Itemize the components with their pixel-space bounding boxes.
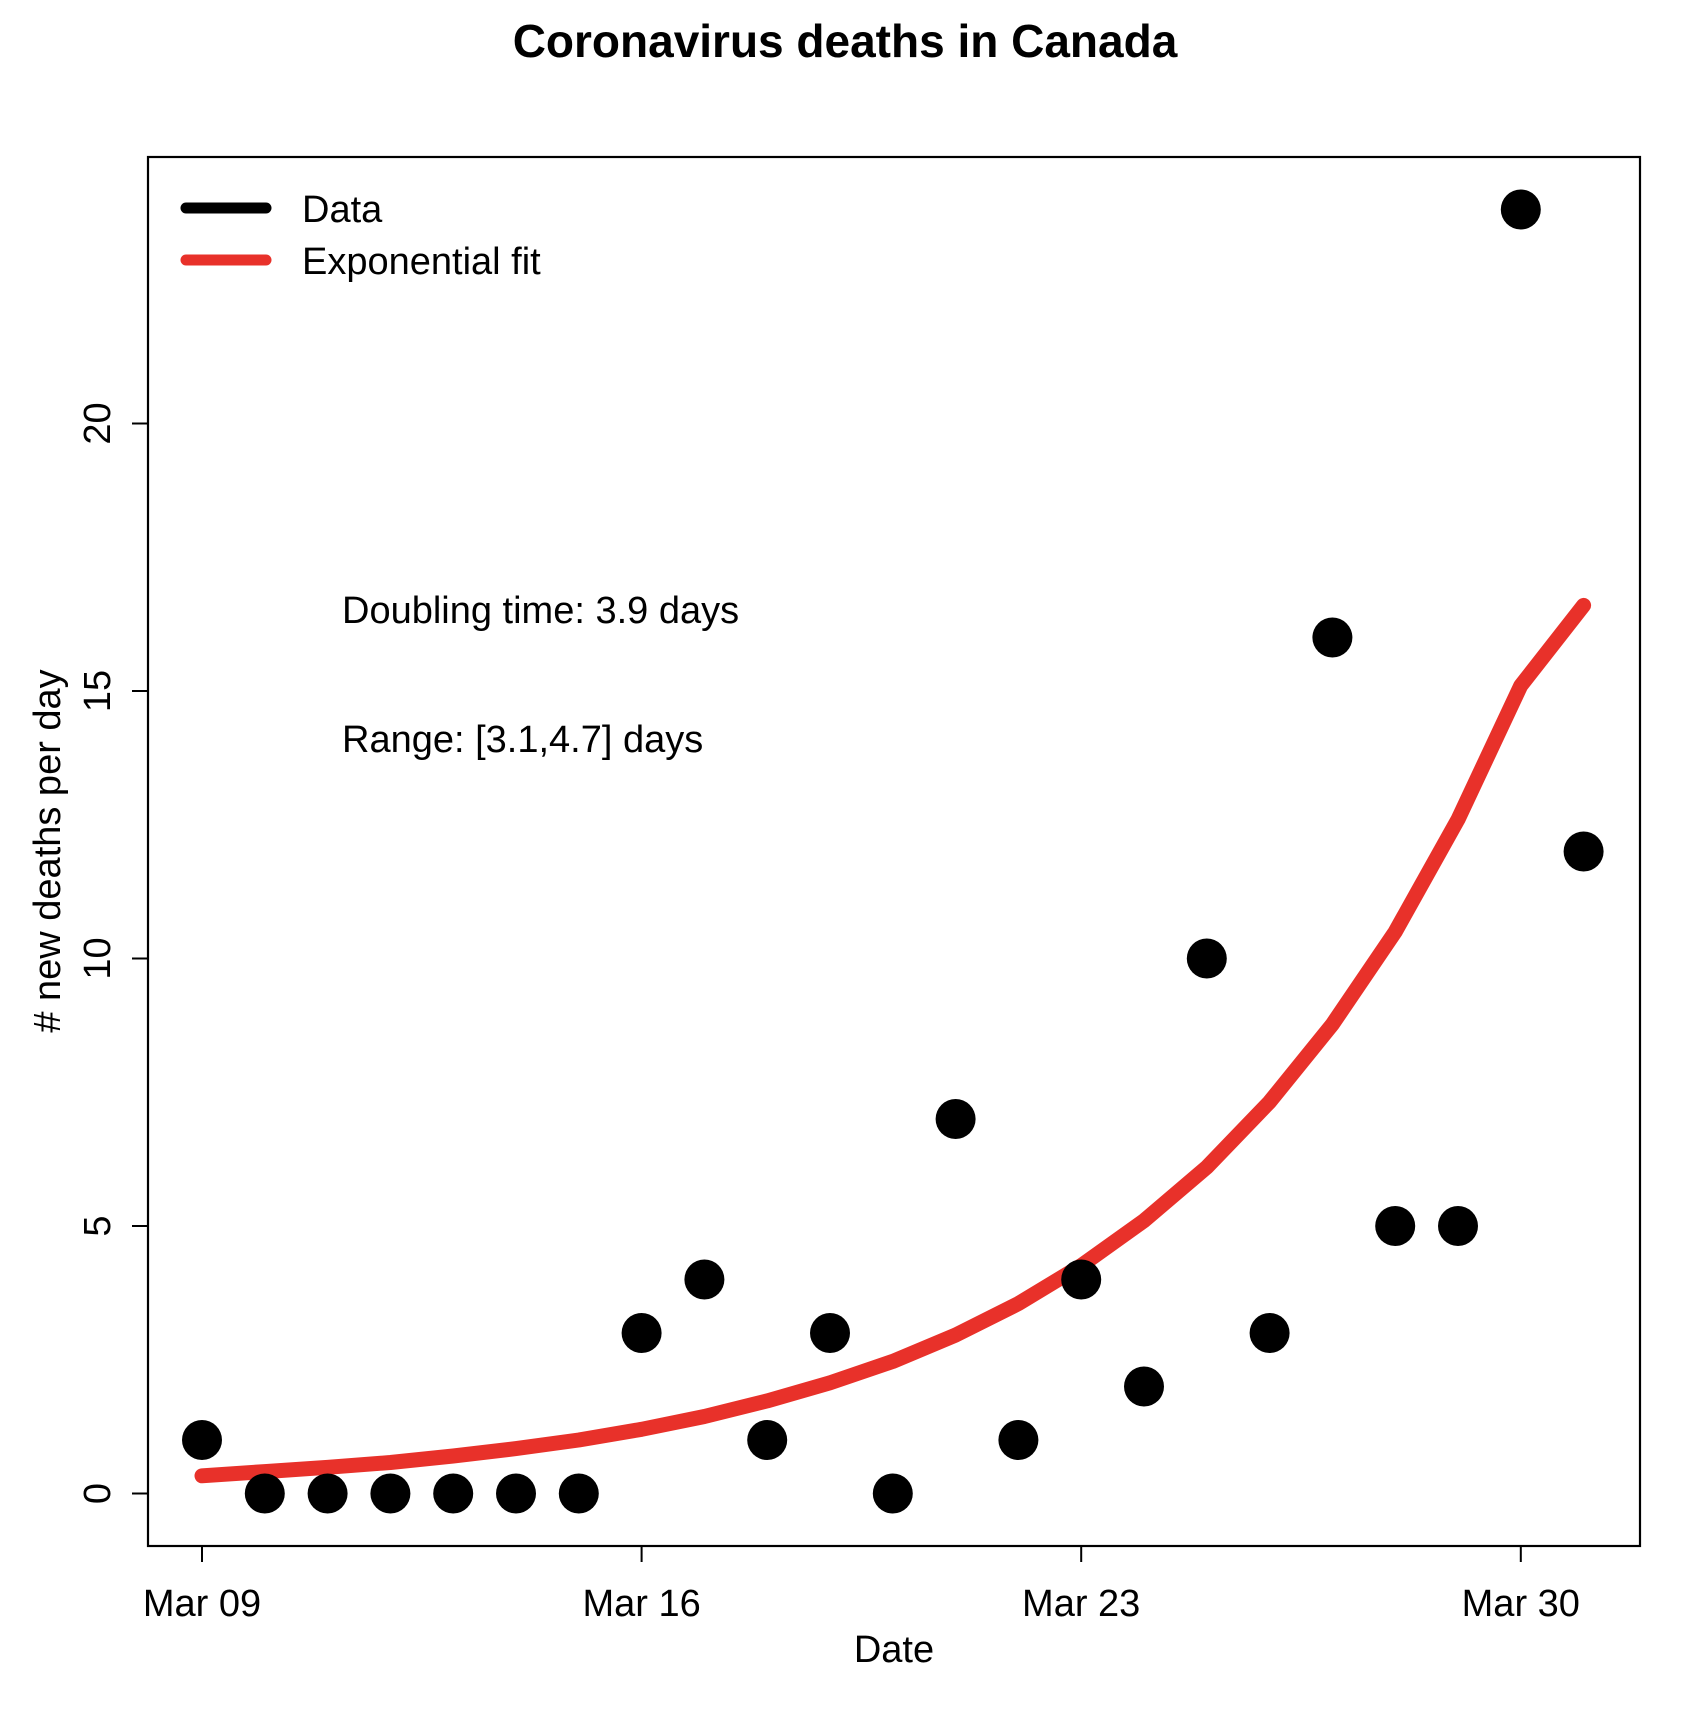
data-point <box>621 1313 662 1353</box>
legend-label-data: Data <box>302 189 383 231</box>
x-tick-label: Mar 30 <box>1462 1583 1580 1625</box>
x-axis-label: Date <box>854 1629 934 1671</box>
data-point <box>1124 1366 1164 1407</box>
data-series <box>182 189 1604 1514</box>
y-axis: 0 5 10 15 20 <box>77 402 148 1504</box>
plot-frame <box>146 155 1642 1548</box>
data-point <box>1375 1206 1416 1246</box>
x-tick-label: Mar 09 <box>143 1583 261 1625</box>
data-point <box>747 1420 788 1460</box>
data-point <box>935 1099 976 1139</box>
fit-line <box>194 597 1592 1484</box>
x-axis: Mar 09 Mar 16 Mar 23 Mar 30 <box>143 1546 1580 1625</box>
data-point <box>1500 189 1541 230</box>
data-point <box>872 1473 913 1514</box>
data-point <box>496 1473 536 1514</box>
data-point <box>244 1473 285 1514</box>
y-tick-label: 10 <box>77 937 119 979</box>
x-tick-label: Mar 23 <box>1022 1583 1140 1625</box>
data-point <box>810 1313 850 1353</box>
data-point <box>1186 938 1227 979</box>
chart-title: Coronavirus deaths in Canada <box>513 15 1178 67</box>
y-axis-label: # new deaths per day <box>27 669 69 1032</box>
y-tick-label: 5 <box>77 1215 119 1236</box>
y-tick-label: 0 <box>77 1483 119 1504</box>
data-point <box>1563 831 1604 872</box>
data-point <box>433 1473 474 1514</box>
data-point <box>1249 1313 1290 1353</box>
data-point <box>1438 1206 1478 1246</box>
annotation-range: Range: [3.1,4.7] days <box>342 719 703 761</box>
data-point <box>1312 617 1353 658</box>
annotation-doubling-time: Doubling time: 3.9 days <box>342 590 739 632</box>
data-point <box>998 1420 1039 1460</box>
data-point <box>558 1473 599 1514</box>
y-tick-label: 15 <box>77 670 119 712</box>
x-tick-label: Mar 16 <box>582 1583 700 1625</box>
legend: Data Exponential fit <box>180 189 541 283</box>
data-point <box>1061 1259 1102 1300</box>
data-point <box>370 1473 411 1514</box>
y-tick-label: 20 <box>77 402 119 444</box>
data-point <box>684 1259 725 1300</box>
legend-label-fit: Exponential fit <box>302 241 541 283</box>
fit-series <box>194 597 1592 1484</box>
data-point <box>182 1420 222 1460</box>
data-point <box>307 1473 348 1514</box>
